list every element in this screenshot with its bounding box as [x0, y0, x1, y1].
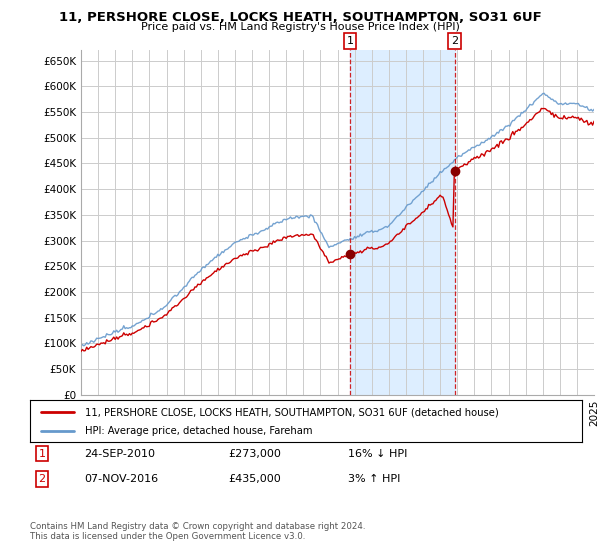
Text: 11, PERSHORE CLOSE, LOCKS HEATH, SOUTHAMPTON, SO31 6UF (detached house): 11, PERSHORE CLOSE, LOCKS HEATH, SOUTHAM…	[85, 407, 499, 417]
Text: 2: 2	[451, 36, 458, 46]
Text: 07-NOV-2016: 07-NOV-2016	[84, 474, 158, 484]
Text: 2: 2	[38, 474, 46, 484]
Text: 11, PERSHORE CLOSE, LOCKS HEATH, SOUTHAMPTON, SO31 6UF: 11, PERSHORE CLOSE, LOCKS HEATH, SOUTHAM…	[59, 11, 541, 24]
Text: 1: 1	[346, 36, 353, 46]
Text: Price paid vs. HM Land Registry's House Price Index (HPI): Price paid vs. HM Land Registry's House …	[140, 22, 460, 32]
Text: 16% ↓ HPI: 16% ↓ HPI	[348, 449, 407, 459]
Text: 1: 1	[38, 449, 46, 459]
Text: 3% ↑ HPI: 3% ↑ HPI	[348, 474, 400, 484]
Text: Contains HM Land Registry data © Crown copyright and database right 2024.
This d: Contains HM Land Registry data © Crown c…	[30, 522, 365, 542]
Bar	[350, 50, 455, 395]
Text: 24-SEP-2010: 24-SEP-2010	[84, 449, 155, 459]
Text: HPI: Average price, detached house, Fareham: HPI: Average price, detached house, Fare…	[85, 426, 313, 436]
Text: £435,000: £435,000	[228, 474, 281, 484]
Text: £273,000: £273,000	[228, 449, 281, 459]
